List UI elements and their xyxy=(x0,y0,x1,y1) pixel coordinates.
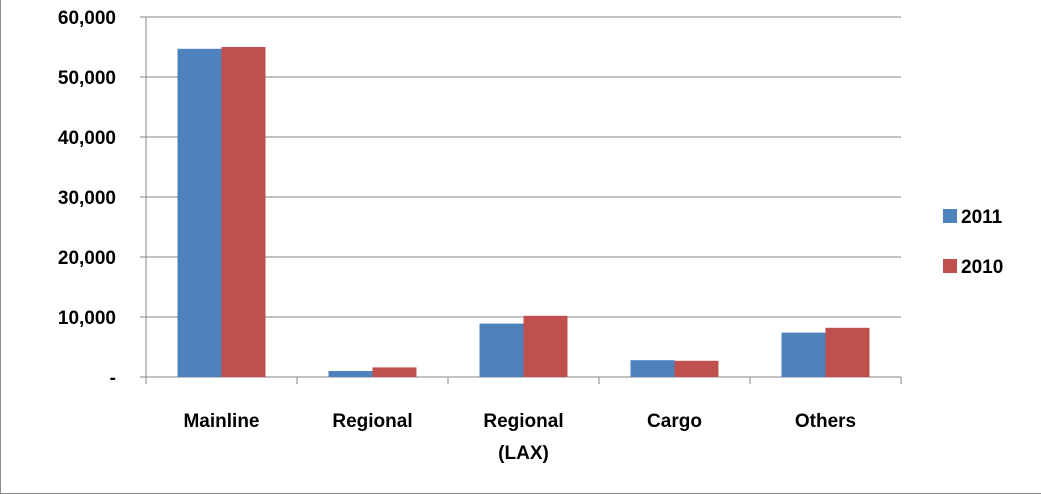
legend-label: 2011 xyxy=(961,207,1003,228)
legend-swatch xyxy=(943,209,957,223)
y-tick-labels: - 10,000 20,000 30,000 40,000 50,000 60,000 xyxy=(58,8,116,389)
legend-swatch xyxy=(943,259,957,273)
legend: 2011 2010 xyxy=(943,207,1003,278)
legend-label: 2010 xyxy=(961,257,1003,278)
y-tick-label: 10,000 xyxy=(58,308,116,329)
x-tick-label: Others xyxy=(795,411,856,432)
x-tick-label: Cargo xyxy=(647,411,702,432)
bar-2011-mainline xyxy=(177,48,222,378)
bars xyxy=(177,47,870,378)
x-tick-label-line: Cargo xyxy=(647,411,702,432)
bar-2011-others xyxy=(781,332,826,377)
x-tick-label-line: Others xyxy=(795,411,856,432)
y-tick-label: 60,000 xyxy=(58,8,116,29)
bar-2011-regional-lax xyxy=(479,323,524,377)
y-tick-label: 40,000 xyxy=(58,128,116,149)
x-tick-label-line: (LAX) xyxy=(498,443,549,464)
bar-2011-regional xyxy=(328,371,373,377)
x-tick-label: Regional (LAX) xyxy=(483,411,563,464)
y-tick-label: - xyxy=(110,368,116,389)
x-tick-label-line: Mainline xyxy=(183,411,259,432)
bar-2010-mainline xyxy=(221,47,266,377)
x-tick-label: Regional xyxy=(332,411,412,432)
y-tick-label: 30,000 xyxy=(58,188,116,209)
x-tick-label-line: Regional xyxy=(332,411,412,432)
x-tick-label-line: Regional xyxy=(483,411,563,432)
bar-2010-others xyxy=(825,327,870,377)
x-tick-labels: Mainline Regional Regional (LAX) Cargo Others xyxy=(183,411,856,464)
bar-2011-cargo xyxy=(630,360,675,377)
y-tick-label: 50,000 xyxy=(58,68,116,89)
y-tick-label: 20,000 xyxy=(58,248,116,269)
bar-2010-regional xyxy=(372,367,417,377)
x-tick-label: Mainline xyxy=(183,411,259,432)
bar-2010-regional-lax xyxy=(523,315,568,377)
bar-2010-cargo xyxy=(674,360,719,377)
gridlines xyxy=(146,16,901,318)
